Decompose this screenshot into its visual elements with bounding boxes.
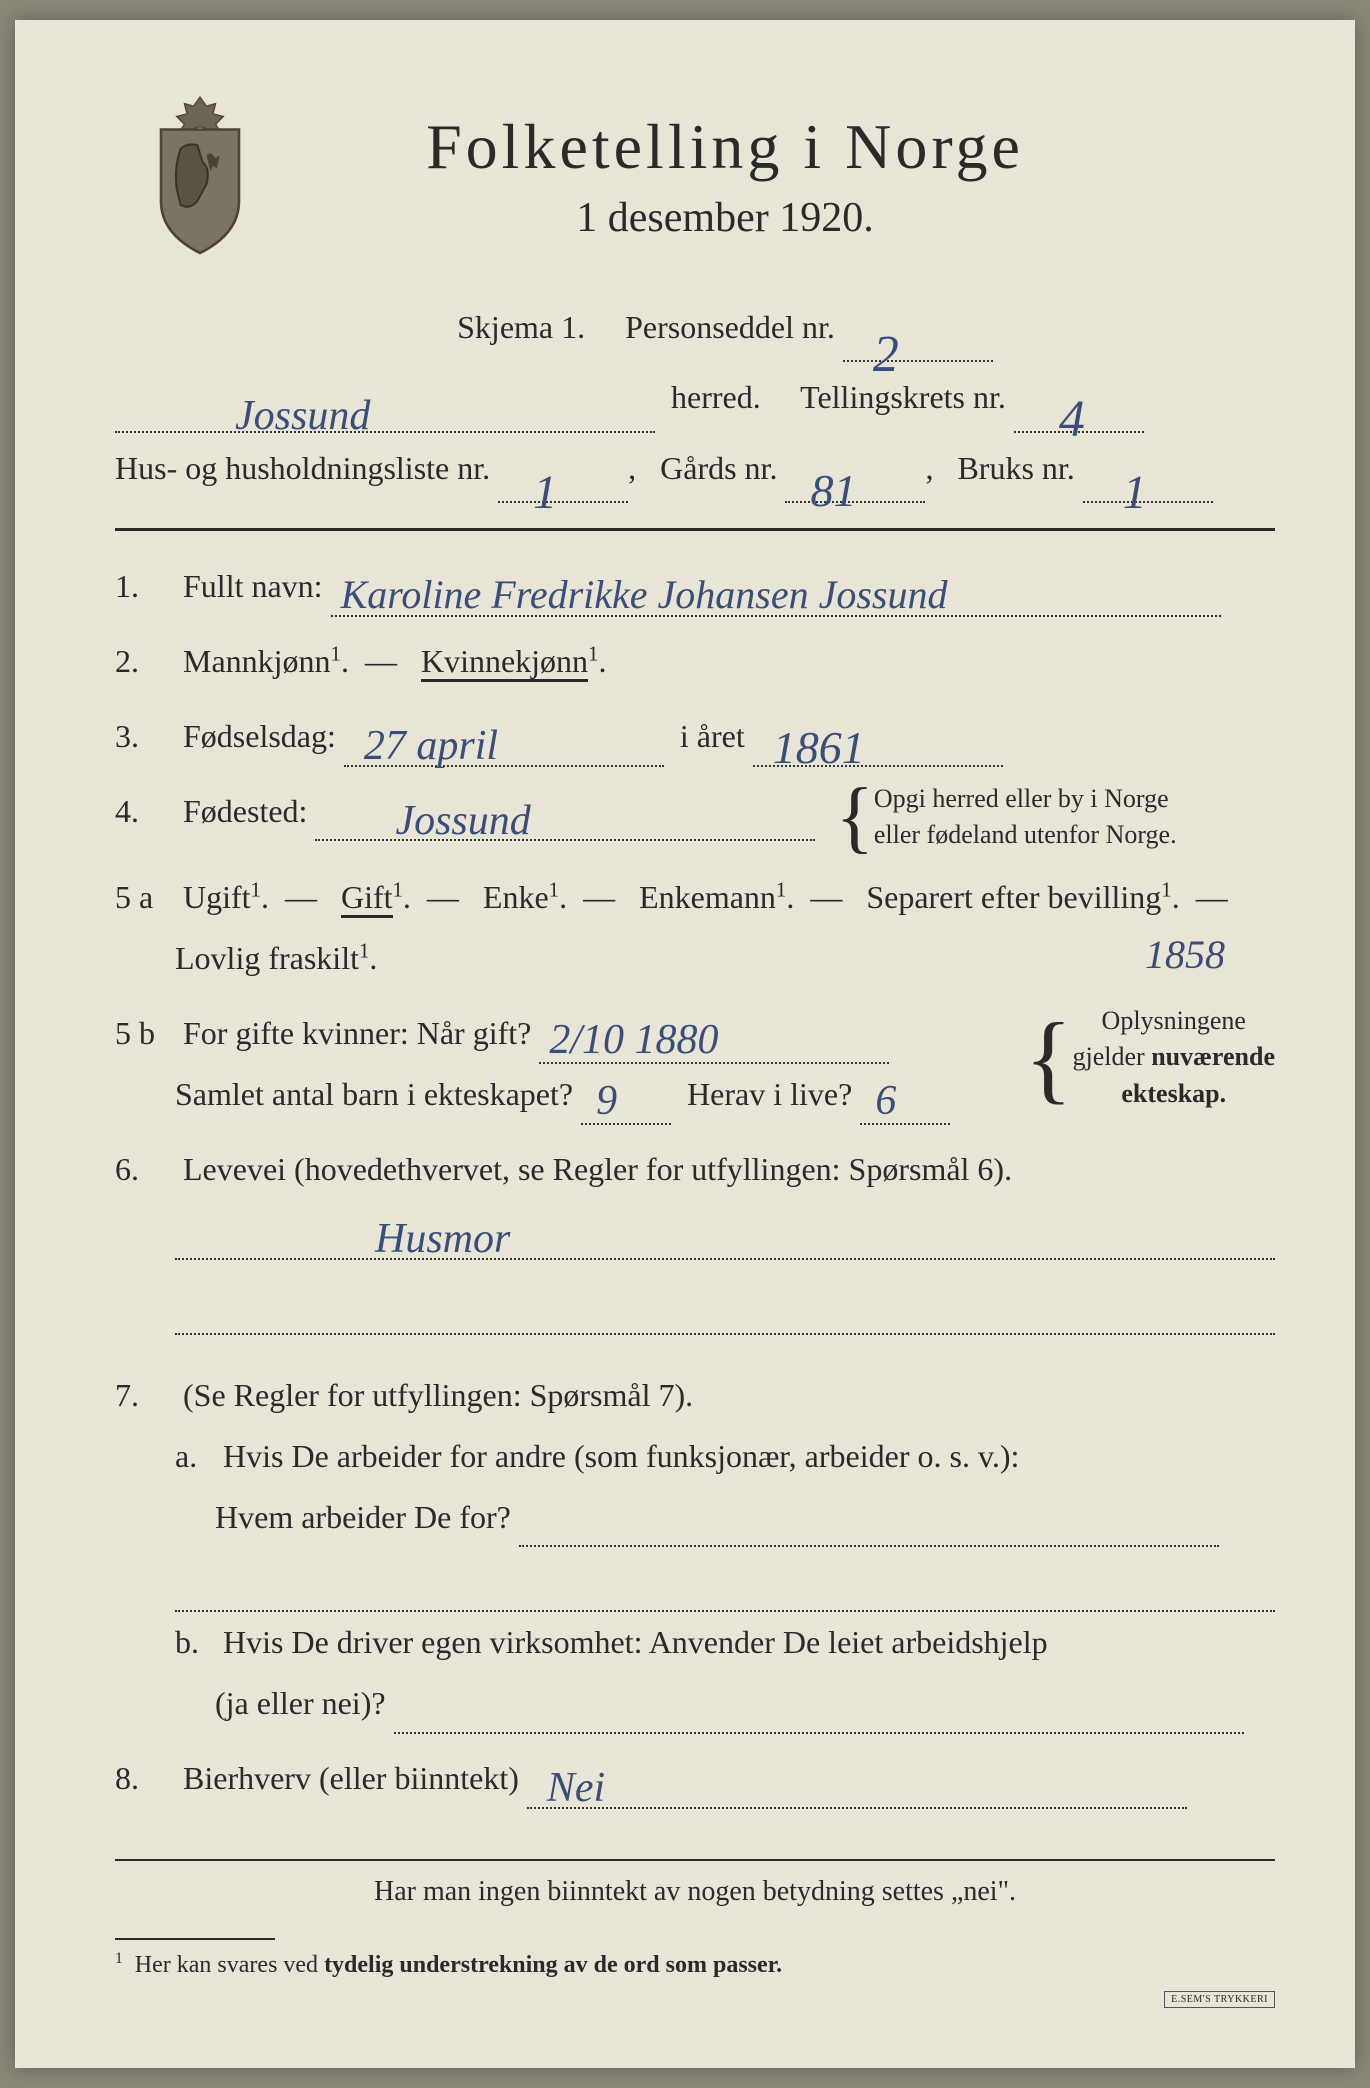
- q5a: 5 a Ugift1. — Gift1. — Enke1. — Enkemann…: [115, 867, 1275, 989]
- q5b-label2: Samlet antal barn i ekteskapet?: [175, 1076, 573, 1112]
- footnote-rule: [115, 1938, 275, 1940]
- q5a-enkemann: Enkemann: [639, 879, 776, 915]
- header: Folketelling i Norge 1 desember 1920.: [115, 110, 1275, 242]
- q6-value: Husmor: [375, 1200, 510, 1280]
- row-personseddel: Skjema 1. Personseddel nr. 2: [175, 292, 1275, 362]
- q5b-label3: Herav i live?: [687, 1076, 852, 1112]
- q5a-separert: Separert efter bevilling: [866, 879, 1161, 915]
- q7-label: (Se Regler for utfyllingen: Spørsmål 7).: [183, 1377, 693, 1413]
- q4-label: Fødested:: [183, 793, 307, 829]
- q7-num: 7.: [115, 1365, 175, 1426]
- q7a-line1: Hvis De arbeider for andre (som funksjon…: [223, 1438, 1019, 1474]
- q5a-num: 5 a: [115, 867, 175, 928]
- q4: 4. Fødested: Jossund { Opgi herred eller…: [115, 781, 1275, 854]
- herred-label: herred.: [671, 379, 761, 415]
- q1-num: 1.: [115, 556, 175, 617]
- tellingskrets-label: Tellingskrets nr.: [800, 379, 1006, 415]
- q3: 3. Fødselsdag: 27 april i året 1861: [115, 706, 1275, 767]
- q5b-note2: gjelder nuværende: [1073, 1039, 1275, 1075]
- q7b-num: b.: [175, 1612, 215, 1673]
- q5b-label1: For gifte kvinner: Når gift?: [183, 1015, 531, 1051]
- printer-mark: E.SEM'S TRYKKERI: [1164, 1991, 1275, 2008]
- q5b-note1: Oplysningene: [1073, 1003, 1275, 1039]
- q5a-ugift: Ugift: [183, 879, 251, 915]
- q1-value: Karoline Fredrikke Johansen Jossund: [341, 557, 948, 633]
- q5b-value1: 2/10 1880: [549, 1001, 718, 1081]
- q4-value: Jossund: [395, 782, 530, 862]
- hus-value: 1: [533, 440, 557, 546]
- q5b-note3: ekteskap.: [1073, 1076, 1275, 1112]
- skjema-label: Skjema 1.: [457, 309, 585, 345]
- q6-label: Levevei (hovedethvervet, se Regler for u…: [183, 1151, 1012, 1187]
- q4-note2: eller fødeland utenfor Norge.: [874, 817, 1177, 853]
- q5a-enke: Enke: [483, 879, 549, 915]
- gards-value: 81: [810, 440, 856, 541]
- row-herred: Jossund herred. Tellingskrets nr. 4: [115, 362, 1275, 432]
- separator-2: [115, 1859, 1275, 1861]
- q5b-value2: 9: [596, 1062, 617, 1142]
- q2-kvinne: Kvinnekjønn: [421, 643, 588, 682]
- q5b-value3: 6: [875, 1062, 896, 1142]
- q3-num: 3.: [115, 706, 175, 767]
- gards-label: Gårds nr.: [660, 450, 777, 486]
- census-form-page: Folketelling i Norge 1 desember 1920. Sk…: [15, 20, 1355, 2068]
- q5a-year-note: 1858: [1145, 917, 1225, 993]
- q5b-num: 5 b: [115, 1003, 175, 1064]
- personseddel-label: Personseddel nr.: [625, 309, 835, 345]
- q3-label: Fødselsdag:: [183, 718, 336, 754]
- q1: 1. Fullt navn: Karoline Fredrikke Johans…: [115, 556, 1275, 617]
- q8-num: 8.: [115, 1748, 175, 1809]
- q3-year-label: i året: [680, 718, 745, 754]
- page-subtitle: 1 desember 1920.: [175, 194, 1275, 242]
- q7a-line2: Hvem arbeider De for?: [215, 1499, 511, 1535]
- q8-value: Nei: [547, 1749, 605, 1829]
- hus-label: Hus- og husholdningsliste nr.: [115, 450, 490, 486]
- q5a-gift: Gift: [341, 879, 393, 918]
- q8-label: Bierhverv (eller biinntekt): [183, 1760, 519, 1796]
- q3-day: 27 april: [364, 707, 498, 787]
- q4-note1: Opgi herred eller by i Norge: [874, 781, 1177, 817]
- brace-icon-2: {: [1025, 1018, 1073, 1098]
- q5b: 5 b For gifte kvinner: Når gift? 2/10 18…: [115, 1003, 1275, 1125]
- q7b-line2: (ja eller nei)?: [215, 1685, 386, 1721]
- q7a-num: a.: [175, 1426, 215, 1487]
- separator-1: [115, 528, 1275, 531]
- bruks-value: 1: [1123, 440, 1147, 546]
- bruks-label: Bruks nr.: [957, 450, 1074, 486]
- row-hus: Hus- og husholdningsliste nr. 1 , Gårds …: [115, 433, 1275, 503]
- q4-num: 4.: [115, 781, 175, 842]
- q6-num: 6.: [115, 1139, 175, 1200]
- q6: 6. Levevei (hovedethvervet, se Regler fo…: [115, 1139, 1275, 1335]
- page-title: Folketelling i Norge: [175, 110, 1275, 184]
- q2-num: 2.: [115, 631, 175, 692]
- footer-note: Har man ingen biinntekt av nogen betydni…: [115, 1876, 1275, 1908]
- q2: 2. Mannkjønn1. — Kvinnekjønn1.: [115, 631, 1275, 692]
- coat-of-arms-icon: [135, 90, 265, 260]
- q7: 7. (Se Regler for utfyllingen: Spørsmål …: [115, 1365, 1275, 1734]
- q1-label: Fullt navn:: [183, 568, 323, 604]
- q7b-line1: Hvis De driver egen virksomhet: Anvender…: [223, 1624, 1048, 1660]
- q8: 8. Bierhverv (eller biinntekt) Nei: [115, 1748, 1275, 1809]
- q5a-fraskilt: Lovlig fraskilt: [175, 940, 359, 976]
- footnote: 1 Her kan svares ved tydelig understrekn…: [115, 1950, 1275, 1979]
- q2-mann: Mannkjønn: [183, 643, 331, 679]
- brace-icon: {: [835, 785, 873, 849]
